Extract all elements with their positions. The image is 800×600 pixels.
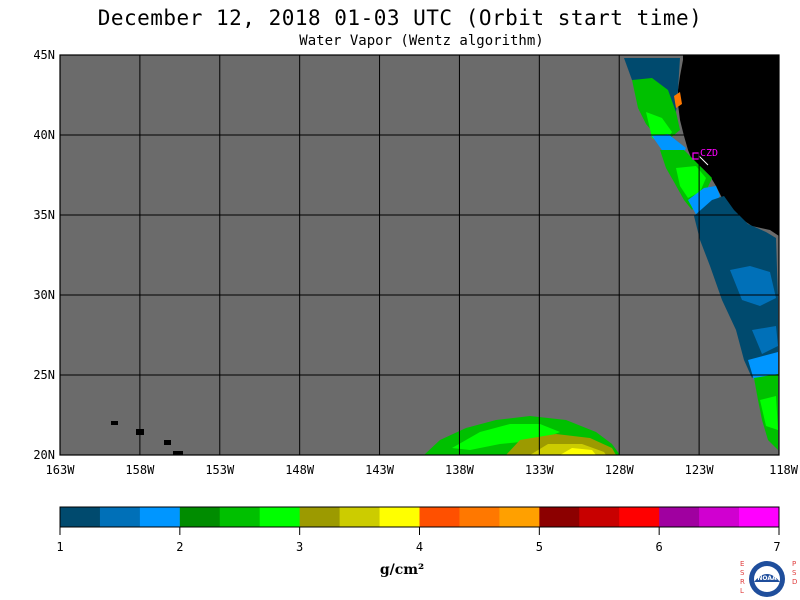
noaa-logo-text: NOAA bbox=[757, 575, 777, 582]
colorbar-swatch bbox=[499, 507, 540, 527]
lon-tick-label: 133W bbox=[525, 463, 555, 477]
longitude-labels: 163W 158W 153W 148W 143W 138W 133W 128W 123W 118W bbox=[46, 463, 799, 477]
lat-tick-label: 20N bbox=[33, 448, 55, 462]
colorbar-swatch bbox=[219, 507, 261, 527]
map-frame bbox=[59, 54, 780, 456]
lon-tick-label: 138W bbox=[445, 463, 475, 477]
colorbar-swatch bbox=[739, 507, 780, 527]
colorbar-tick-label: 3 bbox=[296, 540, 303, 554]
colorbar-swatch bbox=[299, 507, 341, 527]
latitude-labels: 45N 40N 35N 30N 25N 20N bbox=[33, 48, 55, 462]
lon-tick-label: 148W bbox=[285, 463, 315, 477]
lat-tick-label: 25N bbox=[33, 368, 55, 382]
colorbar-swatch bbox=[619, 507, 660, 527]
colorbar-swatch bbox=[659, 507, 700, 527]
colorbar-swatch bbox=[60, 507, 101, 527]
colorbar-tick-label: 6 bbox=[656, 540, 663, 554]
colorbar-swatch bbox=[339, 507, 381, 527]
colorbar bbox=[59, 506, 780, 528]
southern-swath bbox=[424, 416, 620, 455]
colorbar-swatch bbox=[379, 507, 420, 527]
lon-tick-label: 153W bbox=[205, 463, 235, 477]
colorbar-swatch bbox=[699, 507, 740, 527]
station-label: CZD bbox=[700, 148, 718, 159]
colorbar-swatch bbox=[139, 507, 181, 527]
lat-tick-label: 45N bbox=[33, 48, 55, 62]
map-title: December 12, 2018 01-03 UTC (Orbit start… bbox=[97, 6, 703, 30]
colorbar-tick-label: 4 bbox=[416, 540, 423, 554]
colorbar-tick-labels: 1 2 3 4 5 6 7 bbox=[56, 527, 781, 554]
lat-tick-label: 35N bbox=[33, 208, 55, 222]
lon-tick-label: 163W bbox=[46, 463, 76, 477]
colorbar-tick-label: 5 bbox=[536, 540, 543, 554]
lat-tick-label: 30N bbox=[33, 288, 55, 302]
colorbar-swatch bbox=[579, 507, 620, 527]
colorbar-swatch bbox=[419, 507, 460, 527]
land-mass bbox=[678, 55, 779, 236]
colorbar-tick-label: 1 bbox=[56, 540, 63, 554]
lon-tick-label: 143W bbox=[365, 463, 395, 477]
lon-tick-label: 128W bbox=[605, 463, 635, 477]
satellite-swath bbox=[624, 58, 778, 450]
colorbar-unit-label: g/cm² bbox=[379, 562, 425, 578]
lon-tick-label: 118W bbox=[769, 463, 799, 477]
colorbar-swatch bbox=[179, 507, 221, 527]
map-subtitle: Water Vapor (Wentz algorithm) bbox=[299, 33, 544, 49]
lat-tick-label: 40N bbox=[33, 128, 55, 142]
colorbar-tick-label: 7 bbox=[773, 540, 780, 554]
colorbar-swatch bbox=[459, 507, 500, 527]
colorbar-swatch bbox=[539, 507, 580, 527]
colorbar-swatch bbox=[99, 507, 141, 527]
colorbar-swatch bbox=[259, 507, 301, 527]
lon-tick-label: 158W bbox=[125, 463, 155, 477]
colorbar-tick-label: 2 bbox=[176, 540, 183, 554]
lon-tick-label: 123W bbox=[685, 463, 715, 477]
